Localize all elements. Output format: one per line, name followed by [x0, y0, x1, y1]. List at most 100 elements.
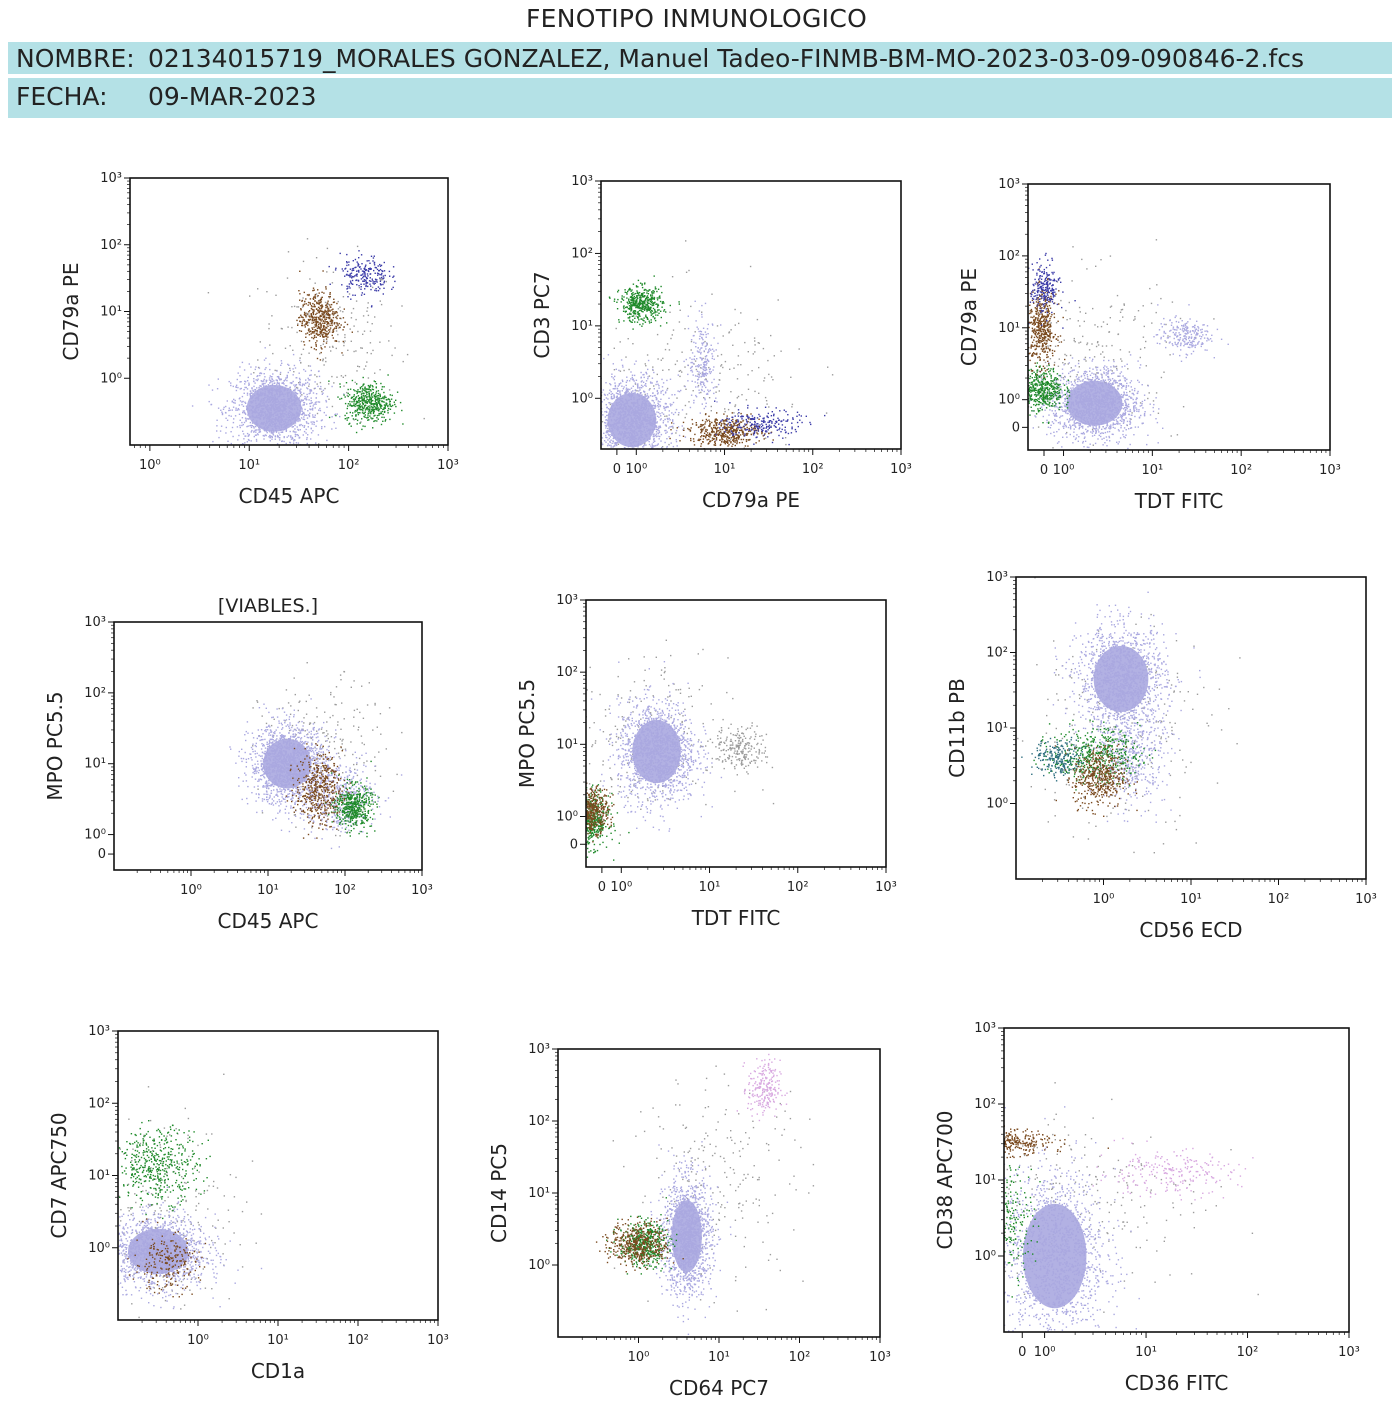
x-tick-label: 10²: [789, 1350, 811, 1365]
y-tick-label: 10²: [528, 1114, 550, 1129]
y-tick-label: 10³: [974, 1021, 996, 1036]
x-axis-label: CD79a PE: [702, 488, 800, 512]
population-green: [328, 374, 404, 434]
x-tick-label: 10³: [411, 883, 433, 898]
x-tick-label: 10¹: [1141, 463, 1163, 478]
x-tick-label: 10³: [890, 462, 912, 477]
x-tick-label: 10⁰: [187, 1333, 209, 1348]
x-tick-label: 10³: [1319, 463, 1341, 478]
population-lightpurple: [229, 698, 358, 833]
y-tick-label: 10⁰: [88, 1241, 110, 1256]
date-label: FECHA:: [16, 78, 148, 116]
population-brown: [127, 1218, 207, 1298]
y-tick-label: 10⁰: [998, 393, 1020, 408]
y-tick-label: 10¹: [974, 1173, 996, 1188]
x-tick-label: 10²: [338, 458, 360, 473]
plot-frame: [557, 1048, 881, 1338]
date-value: 09-MAR-2023: [148, 82, 317, 111]
plot-title: [VIABLES.]: [218, 595, 318, 617]
y-tick-label: 10¹: [998, 321, 1020, 336]
y-tick-label: 10³: [571, 174, 593, 189]
y-tick-label: 10²: [986, 646, 1008, 661]
y-axis-label: CD14 PC5: [487, 1143, 511, 1243]
x-tick-label: 10²: [347, 1333, 369, 1348]
x-axis-label: CD36 FITC: [1125, 1371, 1229, 1395]
y-tick-label: 10⁰: [84, 828, 106, 843]
y-tick-label: 10³: [556, 593, 578, 608]
dot-plot-7: 10⁰ 10¹ 10² 10³ 10⁰ 10¹ 10² 10³ CD1a CD7 APC750: [47, 1024, 449, 1383]
population-brown: [669, 412, 774, 449]
y-axis-label: CD11b PB: [945, 678, 969, 778]
population-lightpurple: [118, 1186, 263, 1310]
population-brown: [285, 743, 352, 839]
x-tick-label: 10¹: [699, 880, 721, 895]
x-tick-label: 10¹: [708, 1350, 730, 1365]
x-tick-label: 0: [1018, 1345, 1026, 1360]
name-value: 02134015719_MORALES GONZALEZ, Manuel Tad…: [148, 44, 1304, 73]
y-tick-label: 10²: [556, 665, 578, 680]
y-tick-label: 10²: [88, 1096, 110, 1111]
x-tick-label: 0: [613, 462, 621, 477]
x-tick-label: 10²: [1237, 1345, 1259, 1360]
y-tick-label: 10⁰: [974, 1249, 996, 1264]
y-tick-label: 10⁰: [100, 371, 122, 386]
x-tick-label: 10³: [869, 1350, 891, 1365]
x-tick-label: 10¹: [1135, 1345, 1157, 1360]
y-tick-label: 0: [570, 837, 578, 852]
x-tick-label: 10⁰: [1093, 892, 1115, 907]
y-tick-label: 10³: [100, 171, 122, 186]
population-gray: [612, 1065, 815, 1312]
population-brown: [595, 1216, 684, 1273]
population-lightpurple: [191, 347, 345, 445]
y-tick-label: 10¹: [84, 757, 106, 772]
y-axis-label: CD79a PE: [59, 262, 83, 360]
x-tick-label: 10¹: [1180, 892, 1202, 907]
population-brown: [296, 270, 353, 361]
x-tick-label: 10³: [1355, 892, 1377, 907]
population-gray: [701, 722, 774, 776]
population-lightpurple: [601, 354, 717, 449]
population-lightpurple: [1052, 591, 1201, 770]
y-tick-label: 10¹: [571, 319, 593, 334]
x-tick-label: 0: [598, 880, 606, 895]
population-brown: [1054, 740, 1138, 817]
x-tick-label: 10⁰: [1053, 463, 1075, 478]
dot-plot-2: 0 10⁰ 10¹ 10² 10³ 10⁰ 10¹ 10² 10³ CD79a PE CD3 PC7: [530, 174, 912, 512]
x-axis-label: TDT FITC: [691, 906, 781, 930]
dot-plot-5: 0 10⁰ 10¹ 10² 10³ 0 10⁰ 10¹ 10² 10³ TDT FITC MPO PC…: [515, 593, 897, 930]
x-tick-label: 10³: [427, 1333, 449, 1348]
x-axis-label: CD1a: [251, 1359, 305, 1383]
dot-plot-3: 0 10⁰ 10¹ 10² 10³ 0 10⁰ 10¹ 10² 10³ TDT FITC CD79a …: [957, 177, 1341, 513]
y-axis-label: MPO PC5.5: [43, 691, 67, 800]
y-tick-label: 10²: [998, 249, 1020, 264]
y-axis-label: CD38 APC700: [933, 1110, 957, 1249]
y-tick-label: 10³: [84, 615, 106, 630]
population-blue: [714, 400, 826, 446]
y-axis-label: CD79a PE: [957, 268, 981, 366]
y-tick-label: 10²: [84, 686, 106, 701]
population-gray: [118, 1073, 263, 1319]
y-axis-label: CD7 APC750: [47, 1112, 71, 1238]
x-tick-label: 0: [1040, 463, 1048, 478]
x-tick-label: 10¹: [257, 883, 279, 898]
x-tick-label: 10²: [334, 883, 356, 898]
dot-plot-8: 10⁰ 10¹ 10² 10³ 10⁰ 10¹ 10² 10³ CD64 PC7 CD14 PC5: [487, 1042, 891, 1400]
y-tick-label: 10⁰: [571, 391, 593, 406]
x-tick-label: 10³: [1338, 1345, 1360, 1360]
y-tick-label: 10³: [88, 1024, 110, 1039]
x-axis-label: CD64 PC7: [669, 1376, 769, 1400]
plot-frame: [585, 599, 887, 868]
population-green: [118, 1120, 211, 1220]
y-tick-label: 10²: [571, 246, 593, 261]
x-tick-label: 10⁰: [180, 883, 202, 898]
population-brown: [1028, 268, 1066, 378]
x-tick-label: 10⁰: [1034, 1345, 1056, 1360]
dot-plot-9: 0 10⁰ 10¹ 10² 10³ 10⁰ 10¹ 10² 10³ CD36 FITC CD38 A…: [933, 1021, 1360, 1395]
y-tick-label: 10¹: [528, 1186, 550, 1201]
x-tick-label: 10²: [1230, 463, 1252, 478]
y-tick-label: 10²: [974, 1097, 996, 1112]
dot-plot-6: 10⁰ 10¹ 10² 10³ 10⁰ 10¹ 10² 10³ CD56 ECD CD11b PB: [945, 570, 1377, 942]
x-tick-label: 10²: [787, 880, 809, 895]
y-tick-label: 10¹: [986, 721, 1008, 736]
